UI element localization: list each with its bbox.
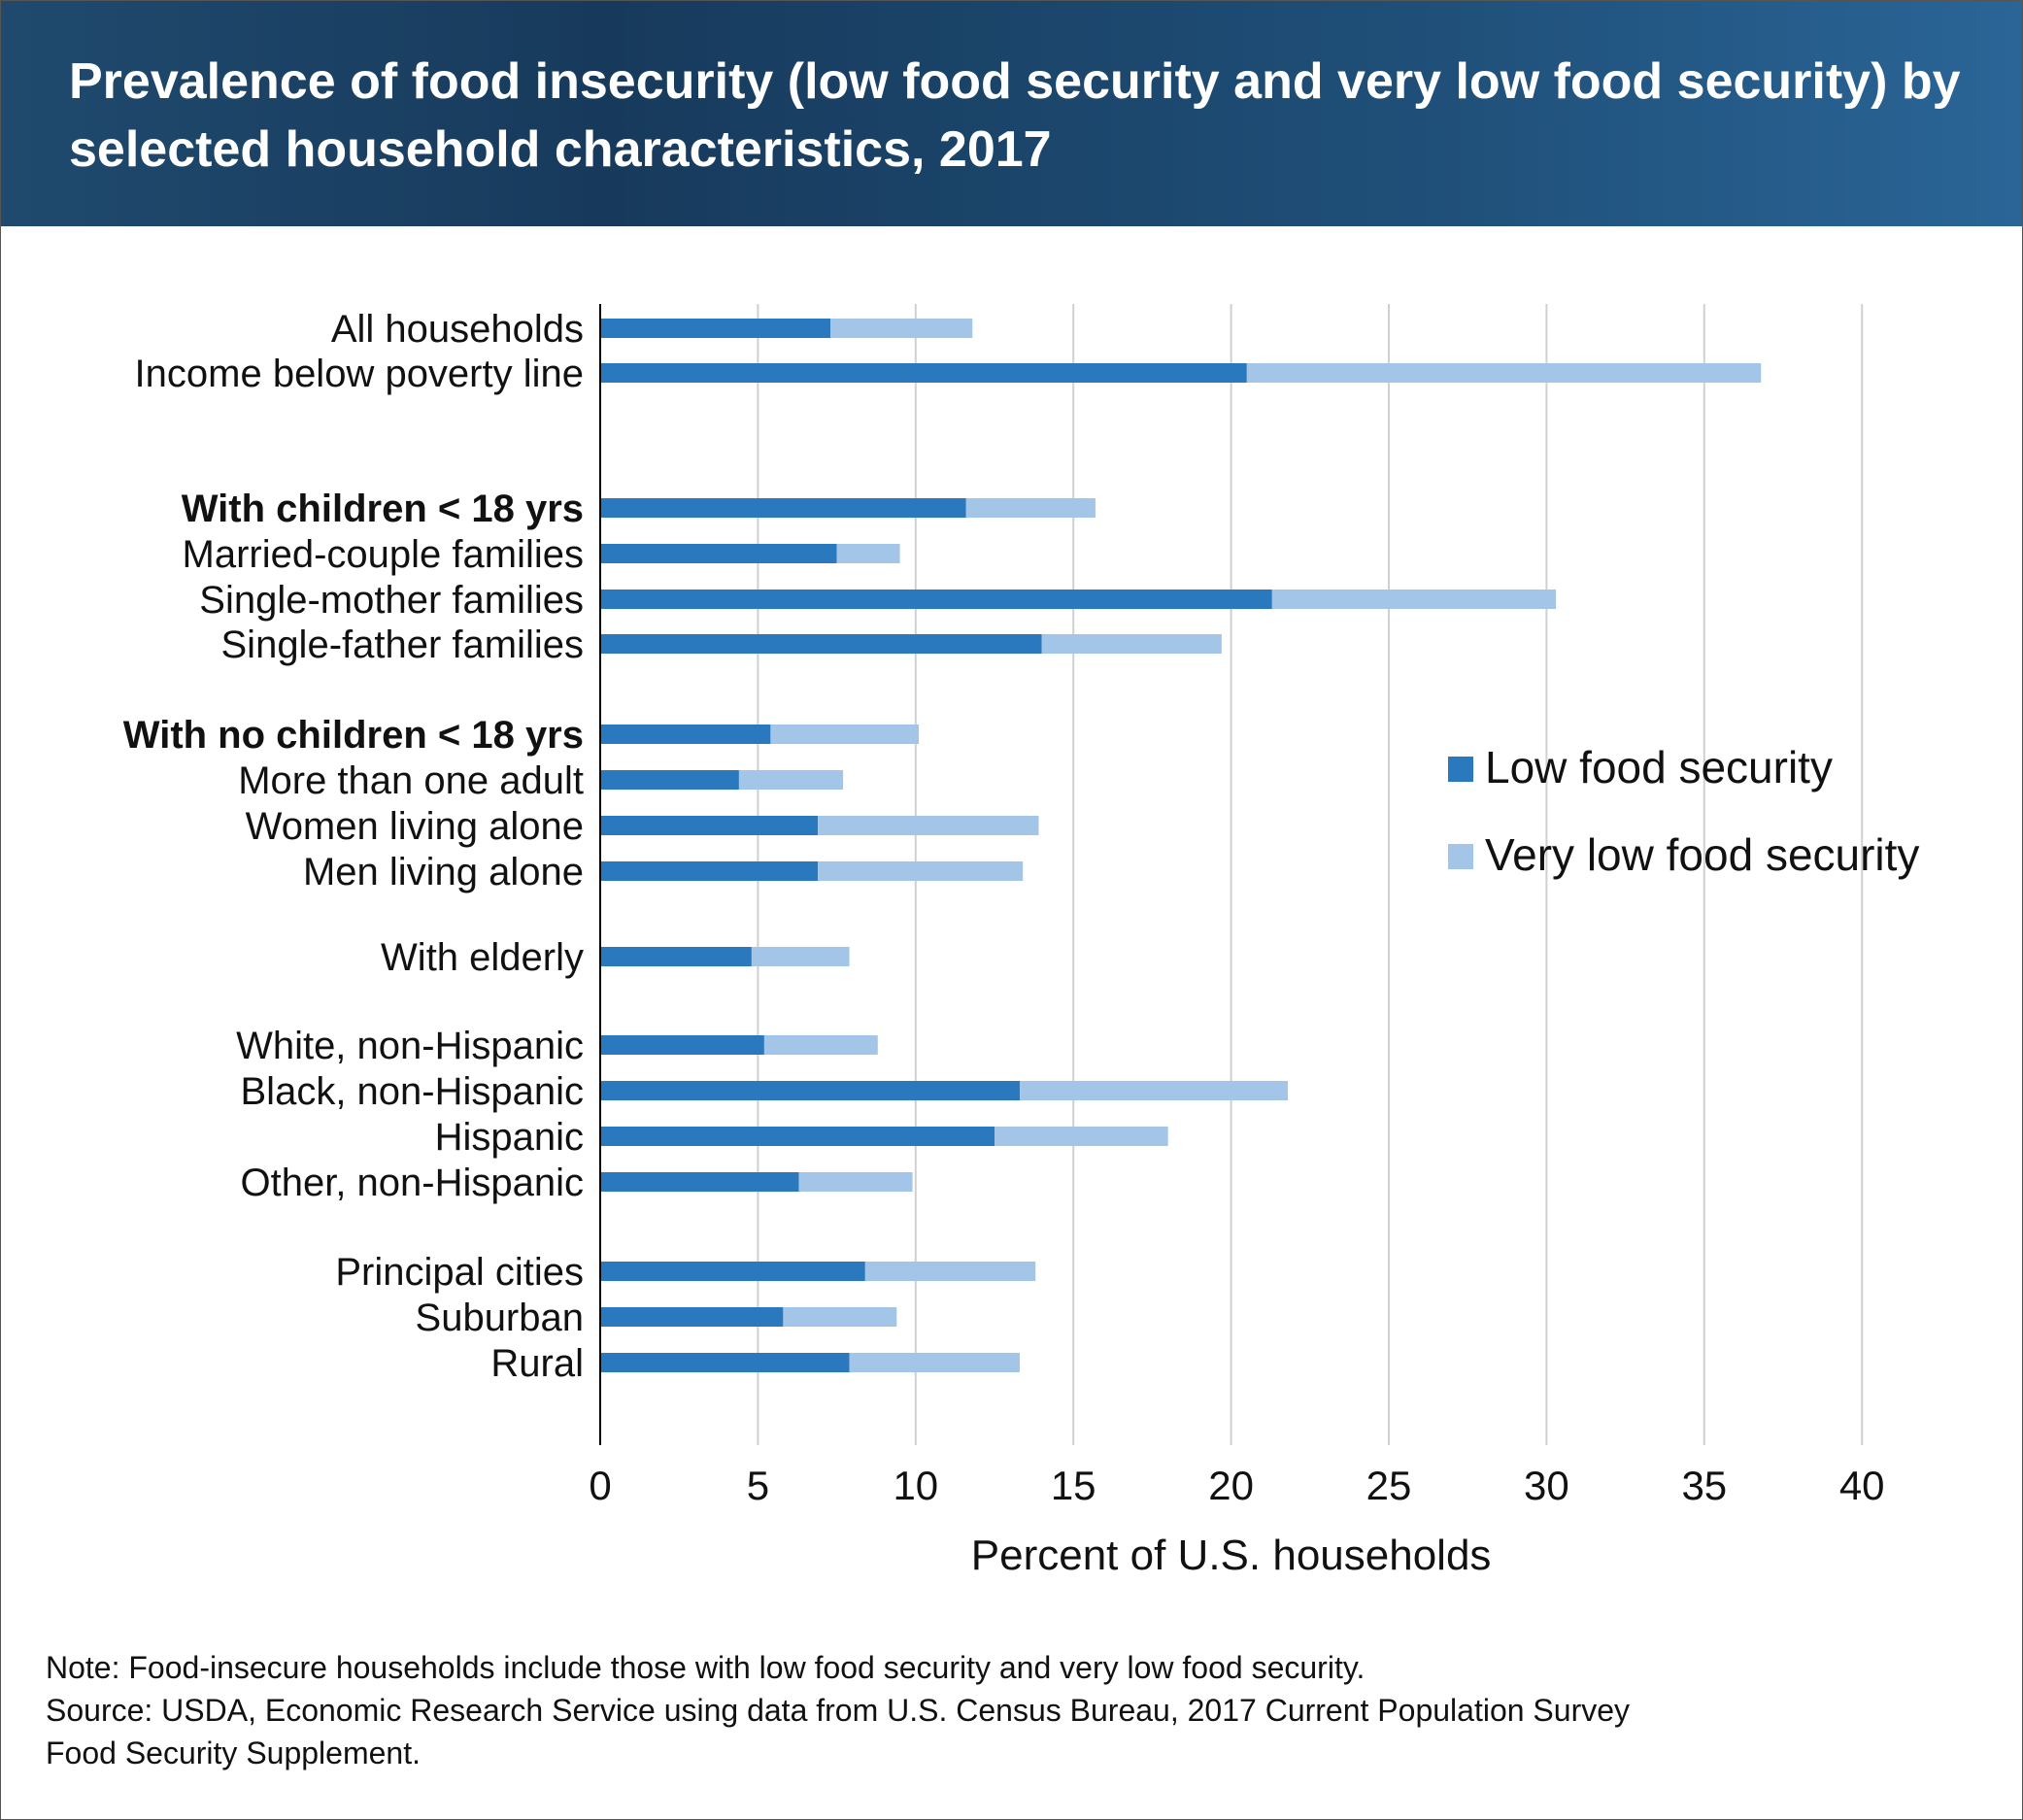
bar-low-food-security — [600, 770, 739, 790]
category-label: With children < 18 yrs — [182, 488, 584, 530]
x-tick-labels: 0 5 10 15 20 25 30 35 40 — [589, 1463, 1884, 1508]
legend-label-very-low: Very low food security — [1485, 829, 1919, 880]
bar-low-food-security — [600, 590, 1272, 609]
x-tick-label: 25 — [1366, 1463, 1412, 1508]
bar-very-low-food-security — [1019, 1081, 1289, 1100]
category-label: Rural — [490, 1342, 584, 1385]
x-tick-label: 0 — [589, 1463, 611, 1508]
bar-low-food-security — [600, 1127, 995, 1146]
bar-very-low-food-security — [965, 498, 1096, 518]
legend-label-low: Low food security — [1485, 742, 1833, 792]
footer-note: Note: Food-insecure households include t… — [46, 1650, 1366, 1685]
category-label: Income below poverty line — [135, 353, 584, 395]
bar-low-food-security — [600, 1262, 865, 1281]
footer-source: Source: USDA, Economic Research Service … — [46, 1693, 1631, 1770]
bar-very-low-food-security — [1041, 634, 1222, 654]
x-tick-label: 40 — [1839, 1463, 1885, 1508]
bar-very-low-food-security — [1271, 590, 1557, 609]
category-label: More than one adult — [238, 759, 584, 802]
bar-very-low-food-security — [864, 1262, 1036, 1281]
bar-low-food-security — [600, 947, 752, 966]
bar-low-food-security — [600, 816, 819, 835]
bar-very-low-food-security — [1246, 363, 1762, 383]
bar-very-low-food-security — [783, 1307, 897, 1327]
bar-low-food-security — [600, 1081, 1020, 1100]
x-tick-label: 35 — [1681, 1463, 1727, 1508]
category-label: With elderly — [381, 936, 584, 979]
x-tick-label: 20 — [1208, 1463, 1254, 1508]
bar-low-food-security — [600, 498, 966, 518]
x-tick-label: 15 — [1051, 1463, 1096, 1508]
footer-notes: Note: Food-insecure households include t… — [46, 1646, 1988, 1774]
bar-very-low-food-security — [770, 725, 920, 744]
bar-low-food-security — [600, 634, 1042, 654]
header-banner: Prevalence of food insecurity (low food … — [1, 1, 2022, 226]
legend-swatch-low — [1448, 757, 1473, 782]
x-tick-label: 10 — [893, 1463, 938, 1508]
category-label: Women living alone — [246, 805, 584, 848]
category-label: Married-couple families — [183, 533, 584, 576]
category-label: Principal cities — [335, 1251, 584, 1294]
category-label: Hispanic — [435, 1116, 584, 1159]
bar-low-food-security — [600, 544, 837, 563]
bar-very-low-food-security — [830, 319, 973, 338]
bar-low-food-security — [600, 861, 819, 881]
bar-very-low-food-security — [818, 816, 1039, 835]
chart-title: Prevalence of food insecurity (low food … — [69, 53, 1961, 178]
bar-low-food-security — [600, 319, 831, 338]
category-label: With no children < 18 yrs — [123, 714, 584, 757]
category-label: Other, non-Hispanic — [240, 1162, 584, 1204]
bar-very-low-food-security — [738, 770, 844, 790]
category-label: White, non-Hispanic — [236, 1025, 584, 1067]
bar-very-low-food-security — [818, 861, 1024, 881]
legend: Low food security Very low food security — [1448, 742, 1919, 880]
category-label: Men living alone — [303, 851, 584, 893]
gridlines — [757, 304, 1864, 1445]
x-tick-label: 5 — [747, 1463, 769, 1508]
bar-very-low-food-security — [763, 1035, 878, 1055]
bars — [600, 319, 1762, 1372]
bar-low-food-security — [600, 725, 771, 744]
x-tick-label: 30 — [1524, 1463, 1569, 1508]
bar-low-food-security — [600, 363, 1247, 383]
bar-very-low-food-security — [849, 1353, 1020, 1372]
category-label: Black, non-Hispanic — [241, 1070, 585, 1113]
bar-very-low-food-security — [798, 1172, 913, 1192]
bar-low-food-security — [600, 1353, 850, 1372]
x-axis-title: Percent of U.S. households — [971, 1532, 1492, 1579]
bar-very-low-food-security — [836, 544, 900, 563]
bar-low-food-security — [600, 1035, 764, 1055]
bar-very-low-food-security — [995, 1127, 1168, 1146]
bar-low-food-security — [600, 1307, 784, 1327]
legend-swatch-very-low — [1448, 844, 1473, 869]
category-label: Suburban — [416, 1297, 584, 1339]
category-label: Single-father families — [221, 624, 585, 666]
bar-low-food-security — [600, 1172, 799, 1192]
category-label: Single-mother families — [199, 579, 584, 622]
bar-very-low-food-security — [751, 947, 850, 966]
category-label: All households — [331, 308, 584, 351]
